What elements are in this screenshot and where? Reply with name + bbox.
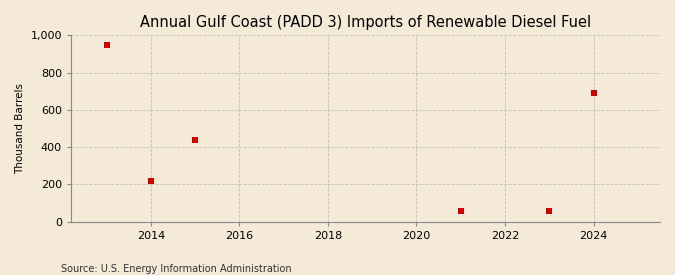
Point: [190, 138, 200, 142]
Point: [544, 209, 555, 214]
Point: [145, 178, 156, 183]
Point: [588, 91, 599, 95]
Point: [101, 42, 112, 47]
Point: [456, 209, 466, 214]
Text: Source: U.S. Energy Information Administration: Source: U.S. Energy Information Administ…: [61, 264, 292, 274]
Y-axis label: Thousand Barrels: Thousand Barrels: [15, 83, 25, 174]
Title: Annual Gulf Coast (PADD 3) Imports of Renewable Diesel Fuel: Annual Gulf Coast (PADD 3) Imports of Re…: [140, 15, 591, 30]
